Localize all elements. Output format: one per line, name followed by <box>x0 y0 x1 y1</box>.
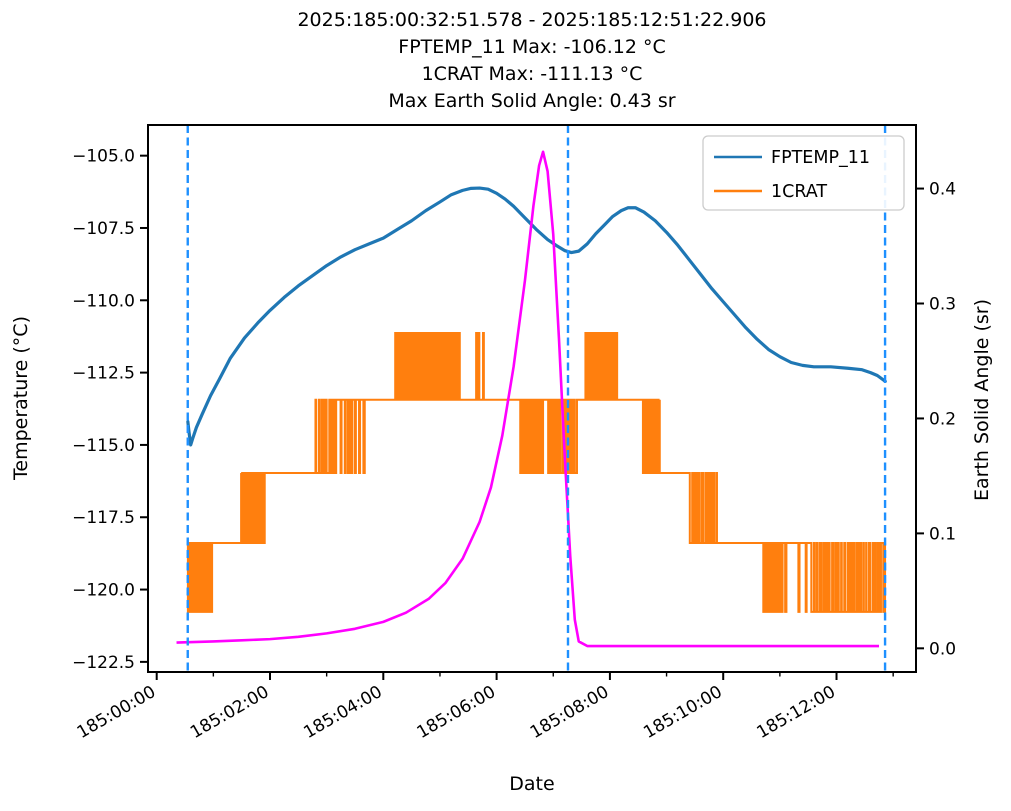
x-axis-label: Date <box>509 773 554 795</box>
legend-label-1crat: 1CRAT <box>771 182 827 202</box>
1crat-line <box>186 331 887 613</box>
axes-spines <box>147 124 917 673</box>
y-right-tick-label: 0.0 <box>929 639 956 659</box>
y-left-tick-label: −112.5 <box>72 364 135 384</box>
title-line-2: FPTEMP_11 Max: -106.12 °C <box>398 36 665 58</box>
fptemp11-line <box>186 186 887 447</box>
legend: FPTEMP_11 1CRAT <box>702 135 905 211</box>
y-right-tick-label: 0.1 <box>929 524 956 544</box>
title-line-4: Max Earth Solid Angle: 0.43 sr <box>388 90 675 112</box>
y-left-axis-label: Temperature (°C) <box>10 316 32 481</box>
y-left-tick-label: −105.0 <box>72 147 135 167</box>
x-tick-label: 185:00:00 <box>74 682 159 743</box>
x-tick-label: 185:04:00 <box>300 682 385 743</box>
y-left-tick-label: −110.0 <box>72 291 135 311</box>
x-tick-label: 185:06:00 <box>414 682 499 743</box>
x-tick-label: 185:02:00 <box>187 682 272 743</box>
legend-label-fptemp: FPTEMP_11 <box>771 148 870 168</box>
x-tick-label: 185:08:00 <box>527 682 612 743</box>
y-left-tick-label: −107.5 <box>72 219 135 239</box>
y-left-tick-label: −117.5 <box>72 508 135 528</box>
y-left-tick-label: −122.5 <box>72 653 135 673</box>
y-right-axis-label: Earth Solid Angle (sr) <box>971 299 993 501</box>
y-left-tick-label: −120.0 <box>72 581 135 601</box>
title-line-1: 2025:185:00:32:51.578 - 2025:185:12:51:2… <box>297 9 766 31</box>
y-left-tick-label: −115.0 <box>72 436 135 456</box>
x-tick-label: 185:12:00 <box>754 682 839 743</box>
plot-area: 185:00:00 185:02:00 185:04:00 185:06:00 185:… <box>72 124 956 743</box>
y-right-tick-label: 0.4 <box>929 180 956 200</box>
x-tick-label: 185:10:00 <box>640 682 725 743</box>
title-line-3: 1CRAT Max: -111.13 °C <box>422 63 643 85</box>
earth-solid-angle-line <box>176 150 880 648</box>
y-right-tick-label: 0.2 <box>929 409 956 429</box>
y-right-tick-label: 0.3 <box>929 295 956 315</box>
